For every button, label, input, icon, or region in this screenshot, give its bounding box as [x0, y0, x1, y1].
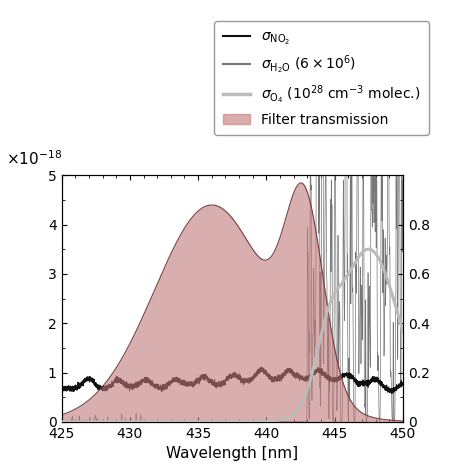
Legend: $\sigma_{\mathrm{NO_2}}$, $\sigma_{\mathrm{H_2O}}$ $(6 \times 10^6)$, $\sigma_{\: $\sigma_{\mathrm{NO_2}}$, $\sigma_{\math… [214, 21, 429, 135]
Y-axis label: $\times10^{-18}$: $\times10^{-18}$ [6, 149, 63, 168]
X-axis label: Wavelength [nm]: Wavelength [nm] [166, 447, 298, 461]
